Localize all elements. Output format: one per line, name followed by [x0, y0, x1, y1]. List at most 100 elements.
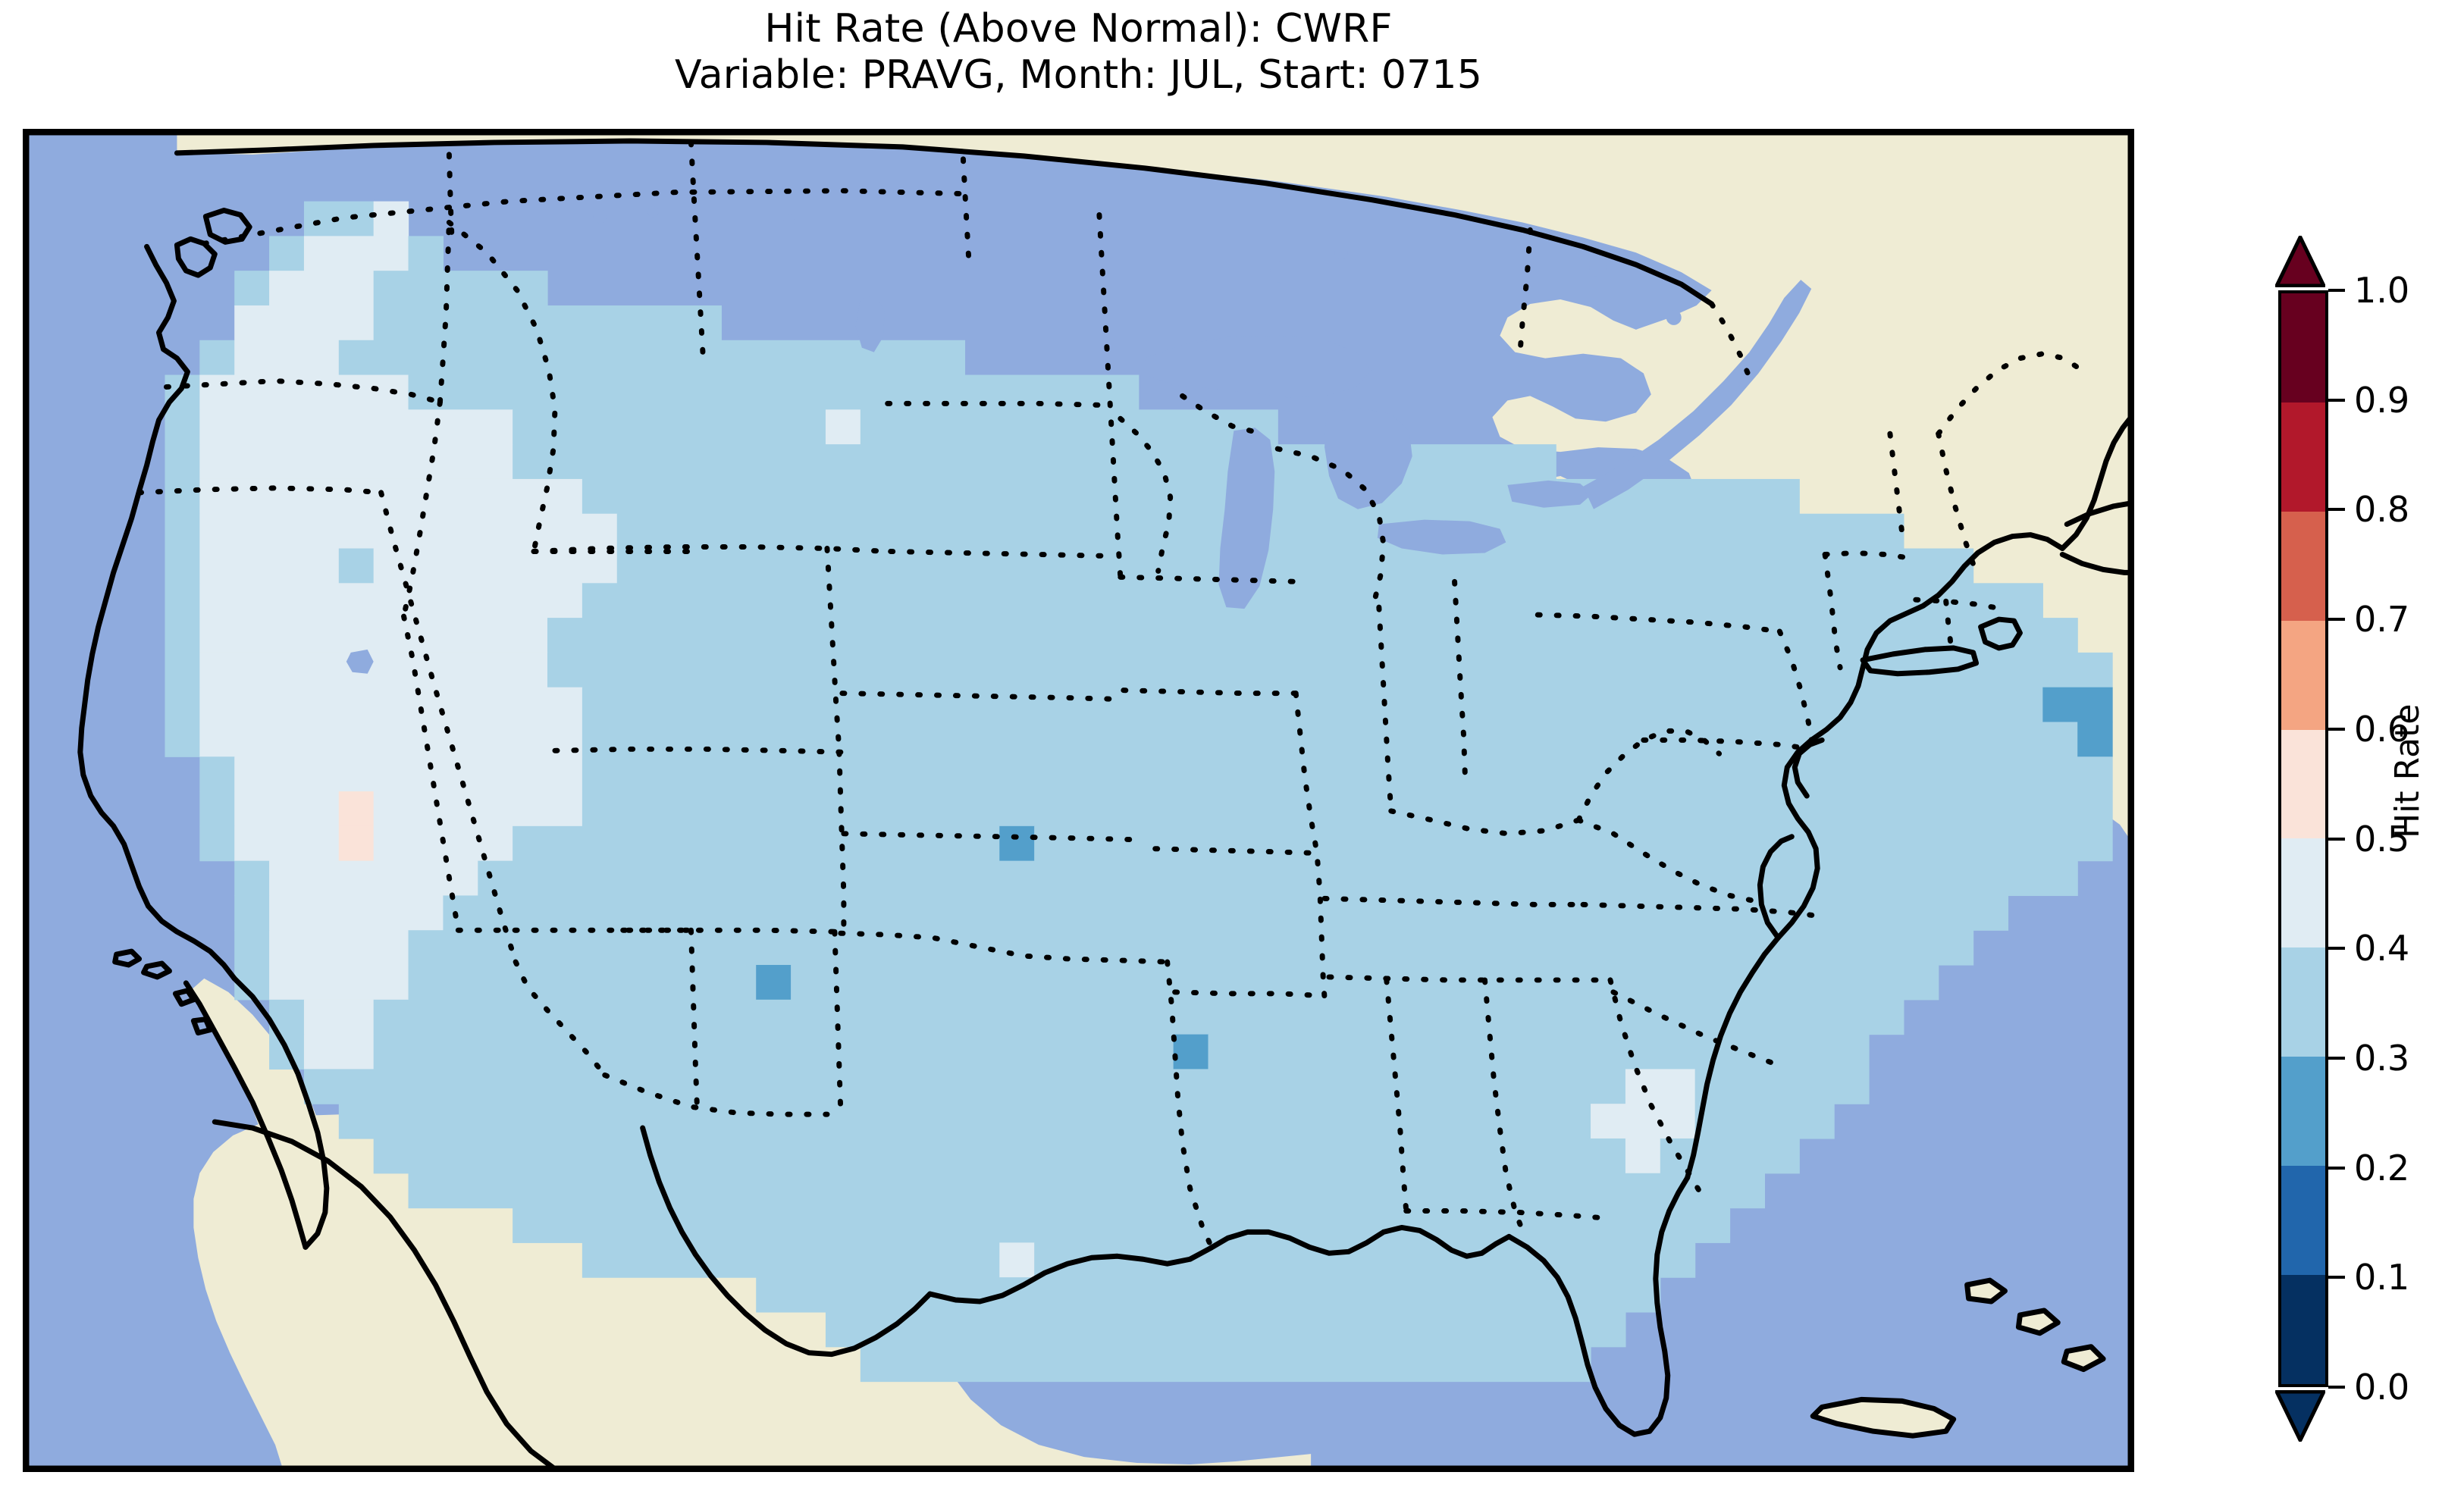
tick-dash: [2328, 947, 2345, 951]
grid-cell: [234, 271, 270, 306]
baja-peninsula: [192, 978, 334, 1254]
grid-cell: [165, 444, 200, 480]
colorbar-band-1: [2281, 402, 2325, 512]
grid-cell: [303, 1069, 1626, 1104]
grid-cell: [1208, 1034, 1870, 1070]
grid-cell: [199, 791, 235, 827]
grid-cell: [199, 444, 513, 480]
lake-winnipeg: [855, 295, 885, 352]
grid-cell: [165, 687, 200, 723]
grid-cell: [199, 687, 583, 723]
grid-cell: [199, 478, 583, 515]
grid-cell: [373, 201, 409, 236]
bay-of-fundy: [2059, 551, 2131, 575]
grid-cell: [513, 409, 826, 445]
colorbar-band-4: [2281, 729, 2325, 839]
grid-cell: [199, 722, 583, 757]
map-svg: [26, 132, 2131, 1469]
colorbar-bands: [2278, 290, 2328, 1387]
small-lake: [647, 206, 659, 218]
grid-cell: [199, 340, 235, 376]
grid-cell: [234, 791, 340, 827]
colorbar-band-9: [2281, 1275, 2325, 1384]
maine-coast: [2059, 414, 2131, 551]
grid-cell: [199, 618, 548, 653]
grid-cell: [199, 548, 340, 584]
bahamas-islands: [1968, 1282, 2101, 1368]
tick-dash: [2328, 837, 2345, 841]
small-lake: [698, 221, 715, 239]
grid-cell: [269, 895, 444, 931]
grid-cell: [234, 860, 270, 897]
colorbar-band-2: [2281, 511, 2325, 621]
grid-cell: [1694, 1104, 1835, 1139]
lake-huron: [1324, 408, 1412, 509]
chesapeake-bay: [1757, 834, 1795, 941]
lake-ontario: [1507, 480, 1593, 508]
grid-cell: [825, 1311, 1626, 1348]
small-lake: [1589, 258, 1607, 277]
colorbar-band-7: [2281, 1057, 2325, 1167]
grid-cell: [338, 825, 375, 862]
coastline-layer: [77, 138, 2131, 1469]
grid-cell: [2042, 687, 2113, 723]
grid-cell: [478, 860, 2078, 897]
colorbar[interactable]: [2275, 236, 2328, 1442]
colorbar-band-5: [2281, 838, 2325, 948]
grid-cell: [165, 722, 200, 757]
grid-cell: [165, 409, 200, 445]
gulf-coast: [927, 1224, 1512, 1305]
grid-cell: [547, 652, 2113, 688]
grid-cell: [373, 791, 583, 827]
grid-cell: [1034, 825, 2113, 862]
grid-cell: [373, 999, 1904, 1035]
tick-dash: [2328, 1056, 2345, 1060]
grid-cell: [234, 930, 270, 966]
tick-label: 0.1: [2354, 1257, 2410, 1298]
tick-dash: [2328, 1166, 2345, 1170]
grid-cell: [234, 340, 340, 376]
grid-cell: [165, 478, 200, 515]
bahamas-outline: [1964, 1277, 2106, 1373]
baja-west-coast: [231, 976, 330, 1250]
grid-cell: [582, 687, 2043, 723]
grid-cell: [860, 1346, 1591, 1383]
grid-cell: [373, 1034, 1174, 1070]
grid-cell: [199, 409, 513, 445]
grid-cell: [199, 513, 618, 550]
vancouver-island: [202, 208, 252, 245]
grid-cell: [582, 791, 2113, 827]
mexico-gulf-coast: [640, 1125, 933, 1358]
grid-cell: [338, 791, 375, 827]
lake-superior: [1144, 335, 1372, 398]
grid-cell: [338, 1104, 1591, 1139]
grid-cell: [1625, 1138, 1661, 1174]
grid-cell: [1591, 1104, 1696, 1139]
grid-cell: [2077, 722, 2113, 757]
grid-cell: [547, 618, 2078, 653]
colorbar-band-0: [2281, 293, 2325, 402]
grid-cell: [513, 825, 1000, 862]
colorbar-ticks: 1.0 0.9 0.8 0.7 0.6 0.5 0.4 0.3 0.2 0.1 0.0: [2328, 270, 2464, 1408]
grid-cell: [825, 409, 861, 445]
lake-michigan: [1218, 428, 1275, 609]
small-lake: [783, 215, 796, 227]
colorbar-band-3: [2281, 620, 2325, 730]
grid-cell: [408, 374, 1140, 410]
grid-cell: [234, 895, 270, 931]
lake-erie: [1377, 519, 1506, 555]
grid-cell: [269, 930, 409, 966]
cape-cod: [1978, 616, 2023, 651]
tick-label: 0.3: [2354, 1037, 2410, 1079]
grid-cell: [269, 236, 305, 271]
grid-cell: [199, 583, 583, 619]
tick-label: 1.0: [2354, 270, 2410, 311]
map-axes[interactable]: [23, 129, 2134, 1472]
channel-islands: [112, 948, 213, 1036]
grid-cell: [234, 305, 375, 341]
tick-label: 0.5: [2354, 818, 2410, 860]
us-west-coast: [77, 243, 237, 982]
grid-cell: [165, 652, 200, 688]
map-frame: [26, 132, 2131, 1469]
grid-cell: [1660, 1138, 1800, 1174]
